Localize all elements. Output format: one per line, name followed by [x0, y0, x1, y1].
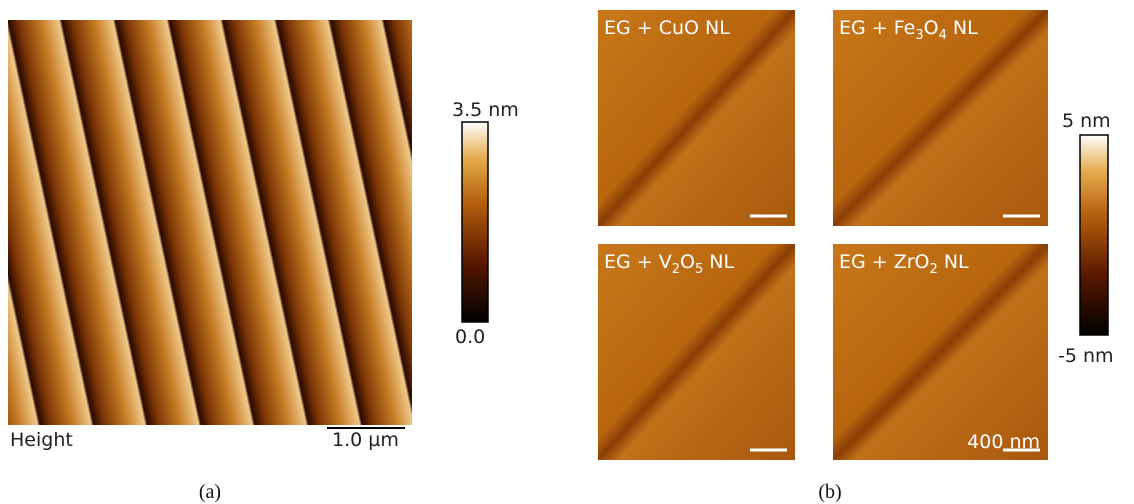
colorbar-min: 0.0 [455, 326, 485, 348]
colorbar [462, 122, 488, 322]
label-part: 3 [915, 28, 923, 43]
caption: (a) [199, 481, 221, 503]
colorbar [1080, 135, 1108, 335]
afm-image [833, 244, 1048, 460]
label-part: EG + Fe [839, 17, 915, 39]
label-part: 4 [939, 28, 947, 43]
figure: Height 1.0 µm 3.5 nm 0.0 (a) EG + CuO NL… [0, 0, 1134, 504]
label-part: EG + ZrO [839, 251, 930, 273]
afm-image [598, 10, 795, 226]
colorbar-max: 3.5 nm [452, 99, 519, 121]
label-part: NL [703, 251, 734, 273]
colorbar-min: -5 nm [1058, 345, 1114, 367]
label-part: 5 [695, 262, 703, 277]
colorbar-max: 5 nm [1062, 110, 1111, 132]
label-part: NL [938, 251, 969, 273]
afm-image [8, 20, 412, 425]
label-part: 2 [930, 262, 938, 277]
label-part: O [680, 251, 695, 273]
label-part: EG + V [604, 251, 672, 273]
scale-label: 1.0 µm [332, 429, 399, 451]
image-label: Height [10, 429, 73, 451]
image-label: EG + CuO NL [604, 17, 730, 39]
label-part: O [924, 17, 939, 39]
scale-label: 400 nm [967, 431, 1040, 453]
label-part: NL [947, 17, 978, 39]
label-part: EG + CuO NL [604, 17, 730, 39]
label-part: 2 [672, 262, 680, 277]
caption: (b) [818, 481, 841, 503]
